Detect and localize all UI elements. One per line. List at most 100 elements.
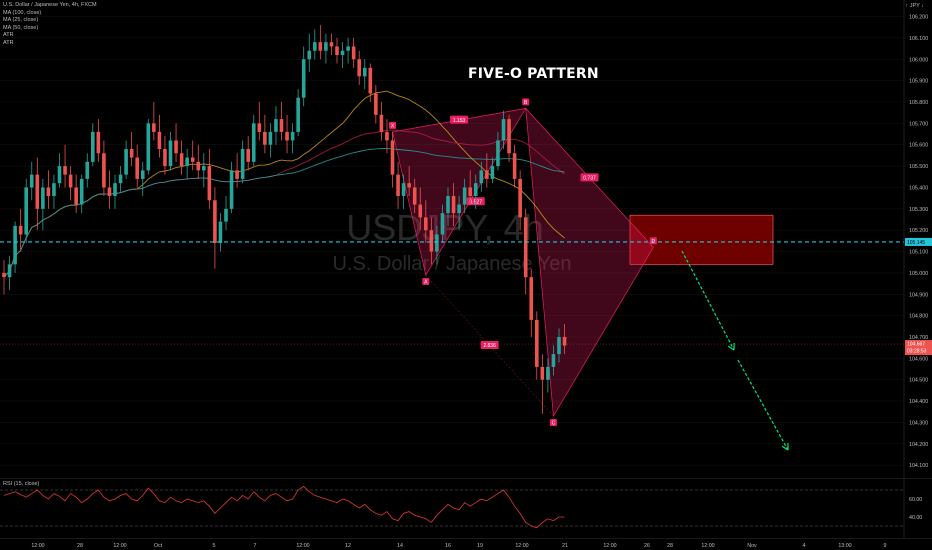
pattern-point-badge	[522, 98, 530, 106]
price-tick-label: 104.900	[909, 292, 928, 298]
candle-body	[179, 153, 184, 167]
candle-body	[163, 149, 167, 167]
legend-ma-50[interactable]: MA (50, close)	[3, 24, 39, 31]
candle-body	[290, 131, 295, 141]
moving-averages	[3, 90, 565, 278]
candle-body	[562, 337, 567, 346]
legend-atr-1[interactable]: ATR	[3, 32, 14, 39]
time-tick-label: 5	[213, 543, 216, 549]
candle-body	[551, 354, 556, 367]
candle-body	[485, 170, 489, 179]
time-tick-label: 12:00	[113, 543, 126, 549]
projection-arrow-head	[781, 445, 789, 451]
time-tick-label: 12:00	[296, 543, 309, 549]
candle-body	[35, 174, 40, 209]
candle-body	[52, 183, 56, 196]
price-tick-label: 106.100	[909, 36, 928, 42]
candle-body	[85, 161, 90, 179]
time-tick-label: 26	[644, 543, 650, 549]
projection-arrow-line	[681, 250, 735, 351]
candle-body	[274, 119, 278, 132]
candle-body	[535, 319, 539, 367]
candle-body	[118, 174, 123, 184]
price-tick-label: 104.400	[909, 399, 928, 405]
watermark-name: U.S. Dollar / Japanese Yen	[332, 253, 571, 275]
ratio-badge	[480, 341, 499, 350]
price-tick-label: 105.400	[909, 185, 928, 191]
candle-body	[7, 264, 12, 278]
candle-body	[429, 230, 434, 252]
legend-atr-2[interactable]: ATR	[3, 39, 14, 46]
candle-body	[79, 178, 84, 205]
candle-body	[546, 366, 550, 380]
candle-body	[451, 196, 456, 214]
projection-arrows	[681, 250, 789, 451]
pattern-point-badge	[422, 278, 430, 286]
candlesticks	[2, 25, 567, 414]
candle-body	[523, 217, 528, 278]
candle-body	[213, 200, 217, 243]
price-tick-label: 106.000	[909, 57, 928, 63]
time-tick-label: 9	[884, 543, 887, 549]
candle-body	[329, 42, 334, 47]
candle-body	[401, 183, 406, 196]
candle-body	[340, 50, 345, 55]
chart-legend: U.S. Dollar / Japanese Yen, 4h, FXCM MA …	[3, 2, 97, 48]
ratio-label: 2.836	[483, 343, 496, 349]
candle-body	[490, 166, 495, 179]
price-tick-label: 105.000	[909, 271, 928, 277]
time-tick-label: 7	[254, 543, 257, 549]
candle-body	[501, 119, 506, 141]
candle-body	[74, 187, 78, 205]
price-tick-label: 105.100	[909, 250, 928, 256]
candle-body	[96, 131, 101, 154]
candle-body	[457, 204, 461, 214]
price-tick-label: 105.300	[909, 207, 928, 213]
candle-body	[152, 123, 156, 132]
time-axis: 12:00 28 12:00 Oct 5 7 12:00 12 14 16 19 12:00 21 12:…	[0, 538, 932, 549]
candle-body	[24, 187, 28, 235]
candle-body	[224, 208, 228, 222]
rsi-tick-label: 60.00	[909, 497, 922, 503]
candle-body	[218, 221, 223, 243]
ratio-badge	[580, 173, 599, 182]
candle-body	[240, 149, 245, 179]
candle-body	[268, 131, 273, 145]
currency-label: ↑ JPY ↓	[905, 3, 924, 9]
legend-ma-25[interactable]: MA (25, close)	[3, 17, 39, 24]
price-tick-label: 105.700	[909, 121, 928, 127]
legend-ma-100[interactable]: MA (100, close)	[3, 9, 42, 16]
candle-body	[557, 337, 561, 355]
candle-body	[168, 140, 173, 167]
candle-body	[318, 42, 323, 51]
rsi-legend[interactable]: RSI (15, close)	[3, 481, 40, 487]
candle-body	[324, 42, 328, 51]
candle-body	[407, 183, 411, 188]
pattern-point-badge	[389, 121, 396, 129]
candle-body	[351, 46, 356, 60]
price-tick-label: 104.700	[909, 335, 928, 341]
candle-body	[540, 366, 545, 380]
candle-body	[357, 59, 361, 77]
candle-body	[507, 119, 511, 154]
candle-body	[285, 131, 289, 141]
candle-body	[174, 140, 178, 154]
legend-symbol[interactable]: U.S. Dollar / Japanese Yen, 4h, FXCM	[3, 2, 97, 8]
candle-body	[529, 277, 534, 320]
candle-body	[479, 170, 484, 184]
time-tick-label: 4	[803, 543, 806, 549]
time-tick-label: 12	[345, 543, 351, 549]
candle-body	[113, 183, 117, 196]
candle-body	[229, 170, 234, 209]
time-tick-label: 12:00	[515, 543, 528, 549]
candle-body	[518, 178, 522, 218]
candle-body	[235, 170, 239, 179]
price-tick-label: 104.800	[909, 314, 928, 320]
candle-body	[418, 204, 423, 218]
candle-body	[473, 183, 478, 196]
pattern-point-label: A	[424, 280, 428, 286]
rsi-pane: 60.00 40.00	[0, 478, 932, 529]
candle-body	[379, 114, 384, 132]
